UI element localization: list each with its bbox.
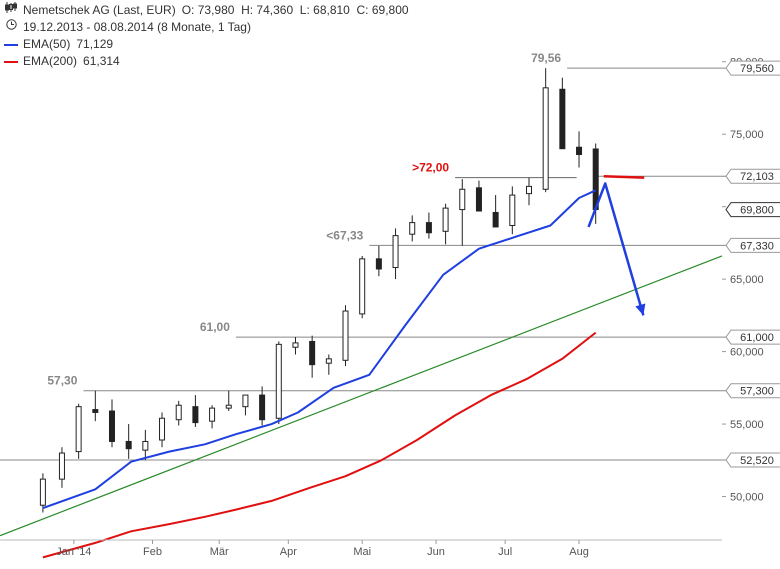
level-label: <67,33 <box>326 228 363 242</box>
x-tick-label: Aug <box>569 546 589 558</box>
axis-value-box <box>725 202 780 218</box>
candle-body <box>58 452 65 480</box>
legend-ema50-value: 71,129 <box>76 37 114 51</box>
axis-value-box <box>725 383 780 399</box>
axis-value-box <box>725 452 780 468</box>
y-tick-label: 55,000 <box>730 419 764 431</box>
ema200-swatch <box>4 60 18 63</box>
candle-body <box>225 404 232 409</box>
ema50-line <box>42 189 597 510</box>
candle-body <box>92 409 99 413</box>
candle-body <box>559 88 566 150</box>
y-tick-label: 50,000 <box>730 492 764 504</box>
candle-body <box>409 222 416 235</box>
candle-body <box>209 407 216 422</box>
y-tick-label: 65,000 <box>730 274 764 286</box>
legend-ema200-value: 61,314 <box>83 54 120 68</box>
forecast-arrow-path <box>587 182 645 316</box>
candle-body <box>442 207 449 232</box>
candle-body <box>292 342 299 348</box>
y-tick-label: 60,000 <box>730 347 764 359</box>
candle-body <box>542 87 549 190</box>
candle-body <box>259 394 266 421</box>
legend-period: 19.12.2013 - 08.08.2014 (8 Monate, 1 Tag… <box>23 20 251 34</box>
axis-value-box <box>725 329 780 345</box>
resistance-mark <box>603 174 645 179</box>
candle-body <box>142 440 149 451</box>
candle-body <box>509 194 516 227</box>
candle-body <box>242 394 249 408</box>
ema200-line <box>42 331 597 559</box>
axis-value-label: 67,330 <box>740 240 774 252</box>
legend-instrument: Nemetschek AG (Last, EUR) <box>23 3 176 17</box>
candle-body <box>342 310 349 361</box>
candle-body <box>492 211 499 228</box>
x-tick-label: Feb <box>143 546 162 558</box>
legend-ema50-row: EMA(50) 71,129 <box>4 36 409 53</box>
candle-body <box>576 146 583 155</box>
ema50-swatch <box>4 43 18 46</box>
candle-body <box>39 478 46 506</box>
x-tick-label: Mai <box>353 546 371 558</box>
candle-body <box>525 185 532 195</box>
axis-value-label: 57,300 <box>740 386 774 398</box>
axis-value-box <box>725 60 780 76</box>
axis-value-label: 69,800 <box>740 205 774 217</box>
x-tick-label: Jan '14 <box>56 546 91 558</box>
candle-body <box>375 258 382 270</box>
clock-icon <box>4 19 18 36</box>
axis-value-box <box>725 237 780 253</box>
candle-body <box>192 406 199 424</box>
candle-body <box>475 187 482 212</box>
candle-body <box>359 258 366 315</box>
legend-instrument-row: Nemetschek AG (Last, EUR) O: 73,980 H: 7… <box>4 2 409 19</box>
candle-body <box>75 406 82 453</box>
axis-value-label: 61,000 <box>740 332 774 344</box>
trendline <box>0 255 723 537</box>
legend-ema200-label: EMA(200) <box>23 54 78 68</box>
y-tick-label: 75,000 <box>730 129 764 141</box>
level-label: 79,56 <box>531 51 561 65</box>
candle-body <box>325 358 332 364</box>
chart-legend: Nemetschek AG (Last, EUR) O: 73,980 H: 7… <box>4 2 409 70</box>
x-tick-label: Mär <box>210 546 229 558</box>
candle-body <box>159 417 166 441</box>
candle-body <box>275 343 282 419</box>
legend-ema50-label: EMA(50) <box>23 37 71 51</box>
legend-ema200-row: EMA(200) 61,314 <box>4 53 409 70</box>
axis-value-label: 72,103 <box>740 171 774 183</box>
candle-body <box>175 404 182 421</box>
x-tick-label: Jun <box>427 546 445 558</box>
x-tick-label: Apr <box>280 546 297 558</box>
forecast-arrow-head <box>635 303 646 316</box>
legend-period-row: 19.12.2013 - 08.08.2014 (8 Monate, 1 Tag… <box>4 19 409 36</box>
level-label: >72,00 <box>412 161 449 175</box>
candle-body <box>459 188 466 211</box>
candle-body <box>125 440 132 450</box>
candle-body <box>108 410 115 442</box>
axis-value-box <box>725 168 780 184</box>
level-label: 61,00 <box>200 320 230 334</box>
x-tick-label: Jul <box>498 546 512 558</box>
candle-body <box>309 340 316 366</box>
legend-ohlc: O: 73,980 H: 74,360 L: 68,810 C: 69,800 <box>181 3 409 17</box>
candle-body <box>425 222 432 234</box>
candlestick-icon <box>4 2 18 19</box>
candle-body <box>392 235 399 269</box>
level-label: 57,30 <box>47 374 77 388</box>
axis-value-label: 79,560 <box>740 63 774 75</box>
axis-value-label: 52,520 <box>740 455 774 467</box>
